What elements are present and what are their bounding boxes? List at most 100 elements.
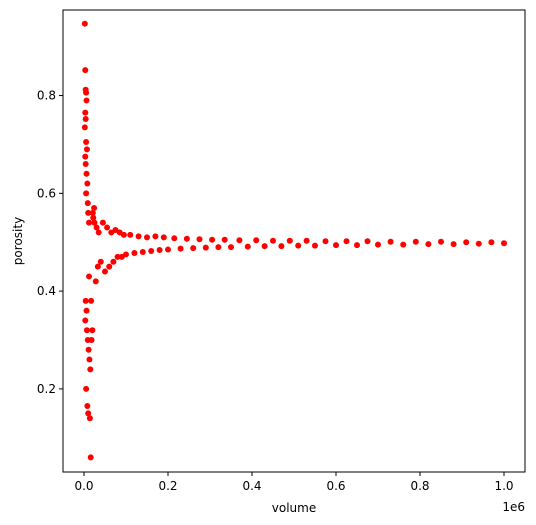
- scatter-point: [463, 239, 470, 246]
- y-axis-ticks: 0.2 0.4 0.6 0.8: [37, 89, 63, 396]
- scatter-point: [85, 346, 92, 353]
- scatter-point: [375, 241, 381, 248]
- scatter-point: [501, 240, 507, 247]
- x-tick-label: 0.2: [158, 479, 177, 493]
- scatter-point: [450, 241, 457, 248]
- scatter-point: [84, 403, 91, 409]
- scatter-point: [84, 200, 91, 207]
- scatter-point: [83, 385, 90, 392]
- scatter-point: [83, 190, 90, 197]
- x-tick-label: 0.8: [410, 479, 429, 493]
- scatter-point: [83, 89, 90, 96]
- scatter-point: [261, 243, 268, 250]
- x-tick-label: 0.6: [326, 479, 345, 493]
- scatter-point: [88, 297, 95, 304]
- scatter-point: [89, 327, 96, 334]
- scatter-point: [83, 307, 90, 314]
- scatter-point: [86, 356, 93, 363]
- scatter-point: [102, 268, 108, 275]
- scatter-point: [82, 297, 89, 304]
- scatter-point: [364, 238, 371, 245]
- scatter-point: [82, 67, 89, 74]
- scatter-point: [89, 209, 96, 216]
- scatter-point: [92, 278, 99, 285]
- scatter-point: [82, 161, 89, 167]
- x-axis-ticks: 0.0 0.2 0.4 0.6 0.8 1.0: [74, 472, 514, 493]
- y-tick-label: 0.4: [37, 284, 56, 298]
- scatter-point: [85, 410, 92, 417]
- scatter-point: [83, 146, 90, 153]
- scatter-point: [425, 241, 432, 248]
- scatter-point: [221, 236, 228, 243]
- scatter-point: [87, 454, 94, 461]
- scatter-point: [387, 238, 394, 245]
- scatter-point: [144, 234, 150, 241]
- scatter-point: [83, 170, 90, 177]
- scatter-point: [196, 236, 203, 243]
- scatter-point: [82, 317, 89, 324]
- scatter-point: [120, 231, 127, 238]
- y-tick-label: 0.6: [37, 186, 56, 200]
- scatter-point: [82, 153, 89, 160]
- scatter-point: [312, 242, 318, 249]
- scatter-point: [354, 242, 360, 249]
- scatter-point: [156, 247, 163, 254]
- x-tick-label: 1.0: [494, 479, 513, 493]
- scatter-point: [253, 237, 260, 244]
- scatter-point: [82, 109, 89, 116]
- scatter-point: [165, 246, 171, 253]
- y-tick-label: 0.8: [37, 89, 56, 103]
- scatter-point: [295, 242, 302, 249]
- scatter-point: [236, 237, 243, 244]
- scatter-point: [81, 124, 88, 131]
- scatter-point: [86, 219, 93, 226]
- scatter-point: [87, 366, 94, 373]
- scatter-point: [97, 258, 104, 265]
- scatter-point: [171, 235, 178, 242]
- scatter-point: [270, 237, 276, 244]
- x-tick-label: 0.4: [242, 479, 261, 493]
- y-tick-label: 0.2: [37, 382, 56, 396]
- scatter-point: [91, 205, 98, 211]
- x-tick-label: 0.0: [74, 479, 93, 493]
- scatter-point: [303, 237, 310, 244]
- scatter-point: [209, 236, 216, 243]
- scatter-point: [190, 245, 197, 252]
- scatter-point: [123, 251, 129, 258]
- scatter-point: [82, 116, 89, 123]
- scatter-point: [438, 238, 444, 245]
- scatter-point: [183, 235, 190, 242]
- scatter-point: [127, 231, 134, 238]
- scatter-point: [202, 244, 209, 251]
- scatter-point: [83, 327, 90, 334]
- scatter-point: [91, 219, 98, 226]
- scatter-point: [106, 263, 113, 270]
- scatter-point: [85, 209, 92, 216]
- scatter-point: [177, 245, 184, 252]
- scatter-point: [95, 229, 102, 236]
- scatter-point: [90, 214, 97, 221]
- scatter-point: [114, 253, 121, 260]
- scatter-point: [278, 243, 285, 250]
- x-axis-label: volume: [272, 501, 316, 515]
- x-axis-offset-text: 1e6: [502, 500, 525, 514]
- scatter-point: [343, 238, 350, 245]
- scatter-point: [475, 240, 482, 247]
- scatter-point: [215, 244, 222, 251]
- scatter-point: [286, 237, 293, 244]
- scatter-point: [86, 273, 93, 280]
- scatter-point: [81, 20, 88, 27]
- scatter-point: [86, 415, 93, 422]
- scatter-point: [135, 233, 142, 240]
- scatter-point: [333, 242, 339, 249]
- scatter-points: [81, 20, 507, 461]
- scatter-point: [400, 241, 407, 248]
- scatter-point: [139, 249, 146, 255]
- scatter-point: [160, 234, 167, 241]
- scatter-point: [322, 238, 329, 245]
- scatter-point: [99, 219, 106, 226]
- scatter-point: [152, 233, 159, 240]
- scatter-point: [84, 180, 91, 187]
- y-axis-label: porosity: [11, 217, 25, 265]
